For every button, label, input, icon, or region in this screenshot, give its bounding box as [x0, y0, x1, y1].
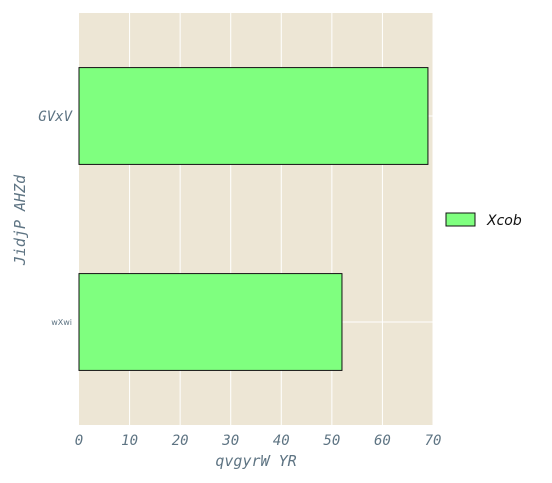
x-tick-label: 20 [172, 433, 189, 449]
y-tick-label: wXwi [51, 318, 72, 327]
x-tick-label: 50 [323, 433, 340, 449]
x-tick-label: 60 [374, 433, 391, 449]
bar [78, 273, 343, 371]
x-tick-label: 30 [221, 433, 239, 449]
x-tick-label: 40 [273, 433, 290, 449]
y-tick-label: GVxV [38, 109, 73, 125]
bars [78, 67, 429, 371]
legend: Xcob [445, 212, 522, 229]
x-tick-label: 0 [75, 433, 83, 449]
y-axis-title: JidjP AHZd [11, 174, 29, 266]
y-axis-ticks: GVxV wXwi [38, 109, 73, 327]
x-axis-ticks: 0 10 20 30 40 50 60 70 [75, 433, 442, 449]
x-axis-title: qvgyrW YR [215, 452, 296, 470]
bar [78, 67, 429, 165]
x-tick-label: 70 [425, 433, 442, 449]
legend-swatch-xcob [445, 212, 476, 227]
x-tick-label: 10 [121, 433, 138, 449]
legend-label-xcob: Xcob [486, 213, 522, 229]
